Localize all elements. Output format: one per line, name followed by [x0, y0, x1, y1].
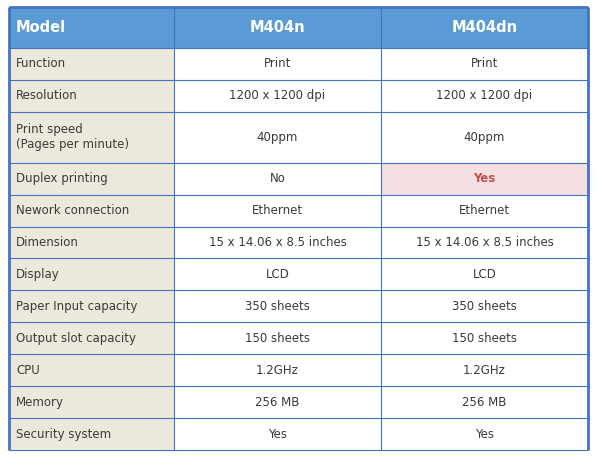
Text: Yes: Yes — [473, 172, 496, 185]
Text: Duplex printing: Duplex printing — [16, 172, 108, 185]
Bar — [9, 112, 174, 163]
Text: 256 MB: 256 MB — [256, 396, 300, 409]
Bar — [381, 112, 588, 163]
Bar — [381, 259, 588, 290]
Text: Ethernet: Ethernet — [252, 204, 303, 217]
Bar — [381, 80, 588, 112]
Bar — [174, 227, 381, 259]
Bar — [9, 48, 174, 80]
Text: Nework connection: Nework connection — [16, 204, 130, 217]
Text: 350 sheets: 350 sheets — [452, 300, 517, 313]
Text: Model: Model — [16, 20, 66, 35]
Bar — [174, 7, 381, 48]
Text: M404n: M404n — [250, 20, 305, 35]
Bar — [381, 227, 588, 259]
Bar — [9, 195, 174, 227]
Bar — [381, 48, 588, 80]
Text: Yes: Yes — [475, 428, 494, 441]
Bar — [9, 290, 174, 322]
Text: Ethernet: Ethernet — [459, 204, 510, 217]
Bar — [174, 259, 381, 290]
Text: 40ppm: 40ppm — [257, 131, 298, 143]
Bar — [381, 386, 588, 418]
Text: Display: Display — [16, 268, 60, 281]
Text: 150 sheets: 150 sheets — [245, 332, 310, 345]
Bar — [381, 195, 588, 227]
Text: 1200 x 1200 dpi: 1200 x 1200 dpi — [436, 89, 533, 102]
Bar — [9, 7, 174, 48]
Text: 1.2GHz: 1.2GHz — [463, 364, 506, 377]
Bar — [9, 386, 174, 418]
Text: M404dn: M404dn — [451, 20, 518, 35]
Text: Print speed
(Pages per minute): Print speed (Pages per minute) — [16, 123, 129, 151]
Text: Paper Input capacity: Paper Input capacity — [16, 300, 138, 313]
Bar — [381, 163, 588, 195]
Text: Output slot capacity: Output slot capacity — [16, 332, 136, 345]
Text: Security system: Security system — [16, 428, 111, 441]
Text: LCD: LCD — [266, 268, 290, 281]
Bar — [174, 322, 381, 354]
Text: 256 MB: 256 MB — [462, 396, 507, 409]
Bar — [174, 195, 381, 227]
Text: Print: Print — [264, 57, 291, 70]
Bar — [9, 80, 174, 112]
Text: 15 x 14.06 x 8.5 inches: 15 x 14.06 x 8.5 inches — [416, 236, 553, 249]
Bar — [9, 259, 174, 290]
Text: Dimension: Dimension — [16, 236, 79, 249]
Bar — [174, 163, 381, 195]
Bar — [174, 48, 381, 80]
Bar — [9, 163, 174, 195]
Bar — [9, 354, 174, 386]
Bar — [381, 354, 588, 386]
Bar — [381, 322, 588, 354]
Bar — [174, 112, 381, 163]
Text: CPU: CPU — [16, 364, 40, 377]
Text: No: No — [270, 172, 285, 185]
Bar — [174, 386, 381, 418]
Text: 1.2GHz: 1.2GHz — [256, 364, 299, 377]
Text: 1200 x 1200 dpi: 1200 x 1200 dpi — [229, 89, 325, 102]
Text: 15 x 14.06 x 8.5 inches: 15 x 14.06 x 8.5 inches — [208, 236, 346, 249]
Bar — [174, 354, 381, 386]
Text: 40ppm: 40ppm — [464, 131, 505, 143]
Bar — [381, 418, 588, 450]
Bar — [174, 80, 381, 112]
Bar — [9, 322, 174, 354]
Bar — [174, 290, 381, 322]
Bar — [9, 418, 174, 450]
Text: Print: Print — [471, 57, 498, 70]
Bar — [381, 290, 588, 322]
Bar — [9, 227, 174, 259]
Text: 150 sheets: 150 sheets — [452, 332, 517, 345]
Text: Function: Function — [16, 57, 66, 70]
Text: LCD: LCD — [473, 268, 497, 281]
Text: Yes: Yes — [268, 428, 287, 441]
Text: Memory: Memory — [16, 396, 64, 409]
Text: 350 sheets: 350 sheets — [245, 300, 310, 313]
Bar — [381, 7, 588, 48]
Bar — [174, 418, 381, 450]
Text: Resolution: Resolution — [16, 89, 78, 102]
